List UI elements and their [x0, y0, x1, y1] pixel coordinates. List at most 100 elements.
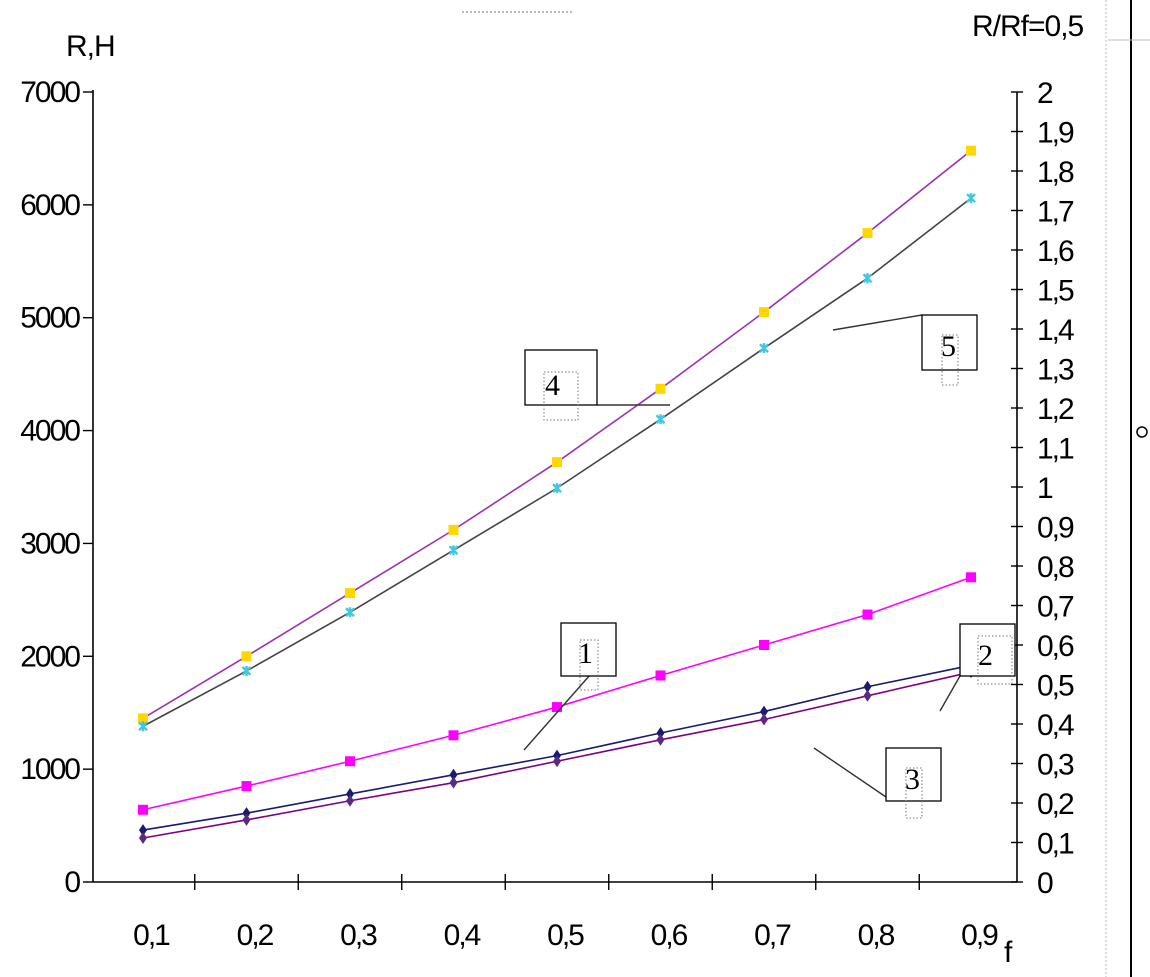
series-5-point [862, 273, 873, 284]
x-ticks: 0,1 0,2 0,3 0,4 0,5 0,6 0,7 0,8 0,9 [133, 874, 1000, 952]
right-y-ticks: 0 0,1 0,2 0,3 0,4 0,5 0,6 0,7 0,8 0,9 1 1,1 1,2 1,3 1,… [1011, 77, 1076, 900]
x-tick-label: 0,8 [858, 919, 895, 952]
left-y-tick-label: 1000 [20, 753, 80, 786]
right-y-tick-label: 1 [1037, 472, 1053, 505]
callout-3-label: 3 [905, 763, 920, 796]
right-y-tick-label: 1,3 [1037, 354, 1074, 387]
right-y-tick-label: 0,3 [1037, 749, 1074, 782]
series-2-point [139, 824, 147, 837]
right-y-tick-label: 1,4 [1037, 314, 1074, 347]
page-handle-circle [1136, 426, 1148, 438]
right-y-axis-title: R/Rf=0,5 [972, 10, 1084, 43]
series-5 [138, 193, 976, 732]
right-y-tick-label: 0,7 [1037, 591, 1074, 624]
left-y-tick-label: 6000 [20, 189, 80, 222]
callout-1-label: 1 [578, 637, 593, 670]
x-tick-label: 0,3 [340, 919, 377, 952]
callout-4: 4 [524, 349, 670, 421]
series-1-point [345, 756, 355, 767]
right-y-tick-label: 0,9 [1037, 512, 1074, 545]
callout-5-label: 5 [941, 330, 956, 363]
right-y-tick-label: 0,2 [1037, 788, 1074, 821]
series-2 [139, 659, 975, 837]
right-y-tick-label: 2 [1037, 77, 1053, 110]
left-y-ticks: 0 1000 2000 3000 4000 5000 6000 7000 [20, 76, 93, 899]
series-2-point [760, 705, 768, 718]
callout-3: 3 [813, 747, 942, 819]
right-y-tick-label: 1,2 [1037, 393, 1074, 426]
series-3-point [346, 794, 354, 807]
left-y-tick-label: 4000 [20, 415, 80, 448]
right-y-tick-label: 1,7 [1037, 196, 1074, 229]
left-y-tick-label: 2000 [20, 640, 80, 673]
series-5-point [448, 545, 459, 556]
series-4 [138, 145, 976, 724]
left-y-tick-label: 5000 [20, 302, 80, 335]
series-layer [138, 145, 976, 844]
callout-1: 1 [523, 622, 617, 751]
series-2-point [449, 768, 458, 781]
series-4-line [142, 150, 972, 720]
series-4-point [759, 307, 769, 318]
left-y-tick-label: 7000 [20, 76, 80, 109]
right-y-tick-label: 1,8 [1037, 156, 1074, 189]
series-2-point [242, 807, 251, 820]
left-y-tick-label: 0 [64, 866, 80, 899]
right-y-tick-label: 1,9 [1037, 117, 1074, 150]
series-3-point [656, 733, 665, 746]
right-y-tick-label: 0,4 [1037, 709, 1074, 742]
series-1-point [759, 640, 769, 650]
callout-2-label: 2 [978, 639, 993, 672]
series-1-point [552, 702, 562, 713]
series-2-point [863, 680, 872, 693]
series-4-point [448, 524, 459, 535]
x-tick-label: 0,6 [651, 919, 688, 952]
right-y-tick-label: 0,5 [1037, 670, 1074, 703]
series-4-point [862, 228, 873, 239]
callout-2: 2 [939, 623, 1016, 712]
right-y-tick-label: 0 [1037, 867, 1053, 900]
series-2-point [656, 727, 665, 740]
series-5-point [138, 721, 148, 732]
right-y-tick-label: 0,6 [1037, 630, 1074, 663]
series-1-line [142, 576, 972, 811]
callout-5: 5 [832, 314, 978, 386]
x-tick-label: 0,2 [237, 919, 274, 952]
right-y-tick-label: 0,1 [1037, 828, 1074, 861]
series-5-point [552, 483, 562, 494]
series-1-point [655, 670, 666, 681]
series-4-point [345, 588, 355, 599]
series-5-point [759, 343, 769, 354]
series-2-line [142, 664, 972, 831]
right-y-tick-label: 0,8 [1037, 551, 1074, 584]
series-3-point [449, 776, 458, 789]
series-1-point [862, 609, 873, 620]
series-5-point [241, 665, 252, 676]
x-tick-label: 0,9 [961, 919, 998, 952]
right-y-tick-label: 1,5 [1037, 275, 1074, 308]
series-5-point [655, 414, 666, 425]
x-tick-label: 0,7 [754, 919, 791, 952]
series-1-point [138, 804, 148, 815]
series-5-point [966, 193, 976, 204]
left-y-axis-title: R,H [66, 30, 115, 63]
series-5-point [345, 607, 355, 618]
series-3-point [760, 713, 768, 726]
series-1-point [448, 730, 459, 741]
series-3-point [553, 755, 561, 768]
series-4-point [655, 383, 666, 394]
callout-4-label: 4 [545, 369, 560, 402]
series-4-point [241, 651, 252, 662]
right-y-tick-label: 1,6 [1037, 235, 1074, 268]
x-tick-label: 0,4 [444, 919, 481, 952]
series-4-point [966, 145, 976, 156]
series-3-point [242, 813, 251, 826]
series-4-point [552, 457, 562, 468]
x-tick-label: 0,1 [133, 919, 170, 952]
series-3-point [863, 689, 872, 702]
series-3-point [139, 831, 147, 844]
series-1-point [241, 781, 252, 792]
series-2-point [346, 787, 354, 800]
right-y-tick-label: 1,1 [1037, 433, 1074, 466]
